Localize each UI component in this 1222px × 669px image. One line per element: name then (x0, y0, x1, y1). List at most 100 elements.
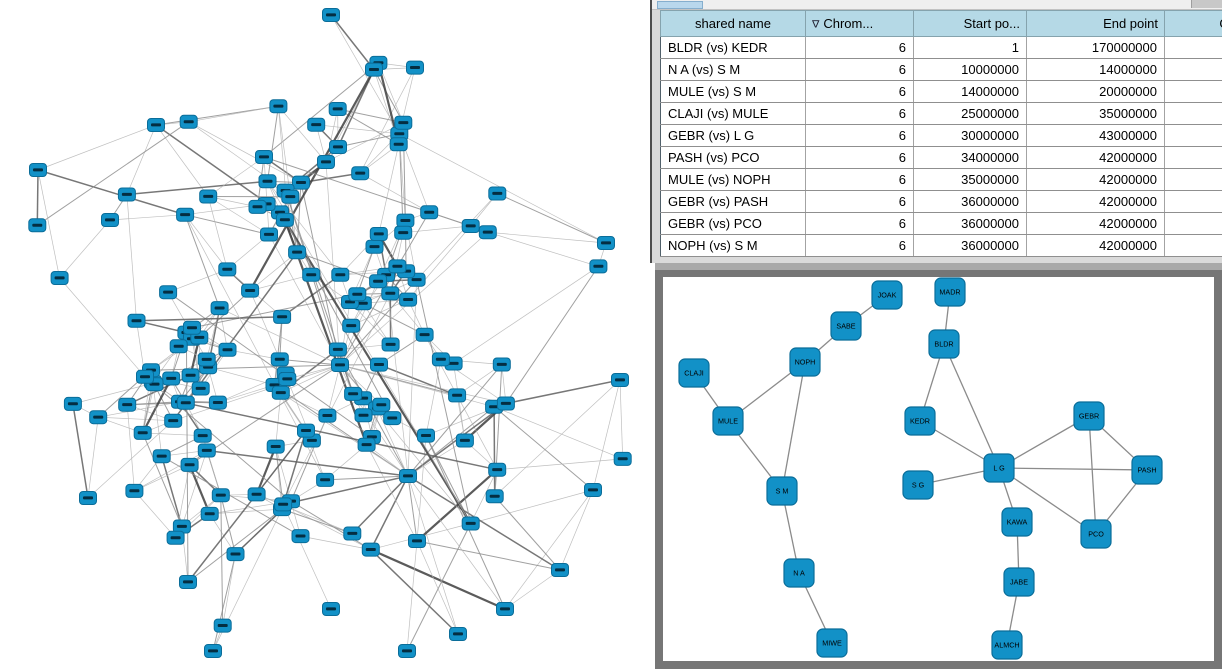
subnetwork-node-l-g[interactable]: L G (983, 453, 1015, 483)
network-node[interactable] (461, 219, 480, 233)
network-node[interactable] (159, 285, 178, 300)
node-shape[interactable] (766, 476, 798, 506)
network-node[interactable] (183, 320, 201, 335)
column-header-shared-name[interactable]: shared name (660, 10, 806, 37)
network-node[interactable] (125, 483, 144, 498)
node-shape[interactable] (830, 311, 862, 341)
network-node[interactable] (50, 271, 69, 285)
table-cell[interactable]: 35000000 (913, 168, 1027, 191)
network-node[interactable] (292, 175, 310, 190)
table-row[interactable]: CLAJI (vs) MULE625000000350000005.9 (660, 102, 1222, 125)
table-cell[interactable]: BLDR (vs) KEDR (660, 36, 806, 59)
subnetwork-edge[interactable] (1088, 415, 1097, 535)
table-cell[interactable]: 10000000 (913, 58, 1027, 81)
network-node[interactable] (488, 186, 507, 201)
network-node[interactable] (317, 155, 335, 169)
network-node[interactable] (248, 199, 267, 214)
network-node[interactable] (199, 189, 218, 204)
network-node[interactable] (357, 437, 376, 452)
network-node[interactable] (485, 489, 504, 504)
node-shape[interactable] (871, 280, 903, 310)
table-cell[interactable]: MULE (vs) S M (660, 80, 806, 103)
table-cell[interactable]: 6 (805, 212, 914, 235)
network-node[interactable] (181, 368, 200, 383)
network-node[interactable] (394, 225, 413, 240)
table-cell[interactable]: 6 (805, 234, 914, 257)
table-cell[interactable]: 8.9 (1164, 190, 1222, 213)
network-node[interactable] (271, 385, 290, 400)
table-cell[interactable]: 6 (805, 80, 914, 103)
table-cell[interactable]: 6 (805, 36, 914, 59)
subnetwork-node-pash[interactable]: PASH (1131, 455, 1163, 485)
network-node[interactable] (492, 357, 511, 372)
table-cell[interactable]: 192.0 (1164, 36, 1222, 59)
network-node[interactable] (269, 99, 288, 114)
subnetwork-view[interactable]: JOAK SABE NOPH CLAJI MULE S M N A MIWE MADR BLDR K… (663, 277, 1214, 661)
node-shape[interactable] (902, 470, 934, 500)
network-node[interactable] (63, 396, 82, 411)
network-node[interactable] (344, 386, 363, 401)
network-node[interactable] (162, 371, 181, 386)
network-node[interactable] (365, 62, 383, 77)
network-node[interactable] (461, 516, 480, 531)
network-node[interactable] (408, 534, 426, 548)
network-node[interactable] (342, 318, 361, 333)
network-node[interactable] (255, 150, 273, 164)
table-cell[interactable]: 30000000 (913, 124, 1027, 147)
table-cell[interactable]: 14000000 (913, 80, 1027, 103)
network-node[interactable] (316, 472, 335, 487)
table-cell[interactable]: 16.9 (1164, 124, 1222, 147)
network-node[interactable] (260, 227, 278, 242)
network-node[interactable] (415, 327, 434, 342)
table-cell[interactable]: 5.9 (1164, 102, 1222, 125)
main-network-view[interactable] (0, 0, 655, 669)
network-node[interactable] (399, 469, 417, 483)
node-shape[interactable] (1073, 401, 1105, 431)
node-shape[interactable] (1003, 567, 1035, 597)
table-cell[interactable]: N A (vs) S M (660, 58, 806, 81)
network-node[interactable] (169, 339, 188, 354)
network-node[interactable] (389, 137, 408, 152)
network-node[interactable] (388, 259, 407, 274)
node-shape[interactable] (816, 628, 848, 658)
network-node[interactable] (584, 483, 602, 497)
table-cell[interactable]: 6.6 (1164, 58, 1222, 81)
network-node[interactable] (361, 542, 380, 557)
node-shape[interactable] (928, 329, 960, 359)
node-shape[interactable] (783, 558, 815, 588)
network-node[interactable] (29, 163, 47, 177)
subnetwork-node-miwe[interactable]: MIWE (816, 628, 848, 658)
table-cell[interactable]: 9.9 (1164, 234, 1222, 257)
network-node[interactable] (258, 174, 277, 189)
network-node[interactable] (152, 449, 171, 464)
network-node[interactable] (166, 530, 185, 545)
network-node[interactable] (266, 439, 285, 454)
network-node[interactable] (281, 189, 300, 204)
node-shape[interactable] (789, 347, 821, 377)
network-node[interactable] (179, 114, 198, 129)
filter-icon[interactable]: ∇ (812, 19, 820, 31)
column-header-start-po[interactable]: Start po... (913, 10, 1027, 37)
network-node[interactable] (322, 8, 340, 22)
subnetwork-node-madr[interactable]: MADR (934, 277, 966, 307)
table-cell[interactable]: CLAJI (vs) MULE (660, 102, 806, 125)
table-cell[interactable]: 25000000 (913, 102, 1027, 125)
node-shape[interactable] (1131, 455, 1163, 485)
table-cell[interactable]: 14000000 (1026, 58, 1165, 81)
subnetwork-node-s-m[interactable]: S M (766, 476, 798, 506)
network-node[interactable] (218, 342, 237, 357)
network-node[interactable] (197, 443, 216, 458)
network-node[interactable] (399, 292, 418, 307)
network-node[interactable] (343, 526, 362, 541)
network-node[interactable] (302, 267, 321, 282)
network-node[interactable] (210, 301, 229, 316)
network-node[interactable] (420, 205, 439, 220)
network-node[interactable] (496, 396, 515, 411)
subnetwork-node-jabe[interactable]: JABE (1003, 567, 1035, 597)
network-node[interactable] (307, 117, 326, 132)
network-node[interactable] (381, 337, 400, 352)
network-node[interactable] (117, 187, 136, 202)
node-shape[interactable] (991, 630, 1023, 660)
network-node[interactable] (127, 313, 146, 328)
network-node[interactable] (118, 397, 137, 412)
